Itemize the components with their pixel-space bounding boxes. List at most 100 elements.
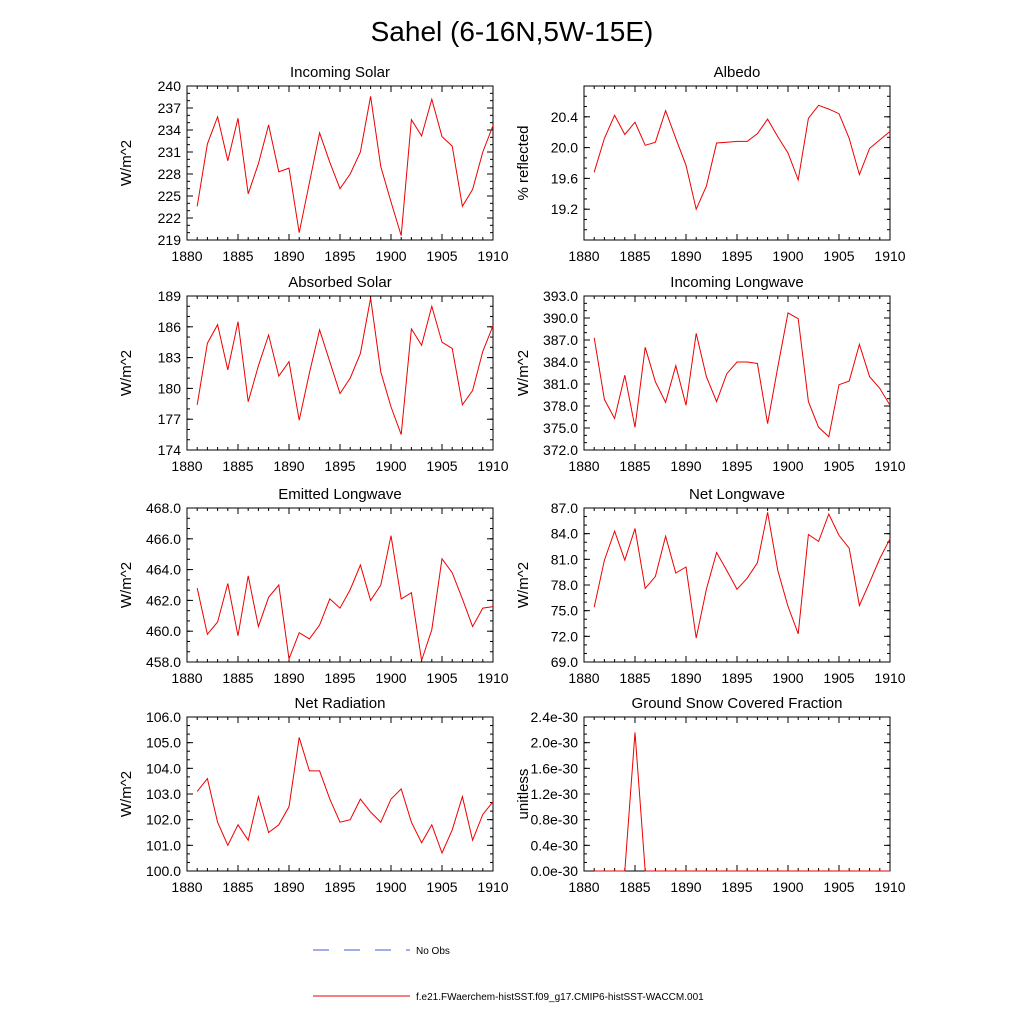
y-tick-label: 387.0	[543, 332, 578, 348]
x-tick-label: 1905	[823, 879, 854, 895]
y-tick-label: 2.0e-30	[531, 735, 579, 751]
y-tick-label: 101.0	[146, 837, 181, 853]
y-tick-label: 20.0	[551, 140, 578, 156]
legend-label-no-obs: No Obs	[416, 946, 450, 957]
x-tick-label: 1880	[568, 879, 599, 895]
x-tick-label: 1880	[171, 248, 202, 264]
y-tick-label: 183	[158, 350, 182, 366]
y-axis-label: unitless	[515, 769, 532, 820]
y-tick-label: 20.4	[551, 109, 578, 125]
y-tick-label: 19.6	[551, 170, 578, 186]
x-tick-label: 1890	[273, 879, 304, 895]
x-tick-label: 1900	[375, 248, 406, 264]
plot-frame	[186, 507, 494, 663]
x-tick-label: 1885	[222, 670, 253, 686]
x-tick-label: 1895	[324, 458, 355, 474]
x-tick-label: 1910	[477, 879, 508, 895]
x-tick-label: 1895	[324, 248, 355, 264]
y-tick-label: 458.0	[146, 654, 181, 670]
panel-title-albedo: Albedo	[714, 64, 761, 81]
y-tick-label: 0.4e-30	[531, 837, 579, 853]
y-tick-label: 237	[158, 100, 182, 116]
panel-ground-snow-covered-fraction: 1880 1885 1890 1895 1900 1905 1910 2.4e-30 2.0e-…	[515, 695, 906, 895]
x-tick-label: 1900	[772, 248, 803, 264]
x-tick-label: 1890	[273, 670, 304, 686]
x-tick-label: 1885	[619, 248, 650, 264]
series-line-absorbed-solar	[196, 298, 494, 435]
x-tick-label: 1905	[426, 458, 457, 474]
x-tick-label: 1880	[568, 458, 599, 474]
y-tick-label: 464.0	[146, 562, 181, 578]
y-tick-label: 2.4e-30	[531, 709, 579, 725]
x-tick-label: 1900	[772, 670, 803, 686]
figure-title: Sahel (6-16N,5W-15E)	[371, 16, 654, 47]
y-tick-label: 460.0	[146, 623, 181, 639]
x-tick-label: 1910	[477, 670, 508, 686]
x-tick-label: 1910	[874, 670, 905, 686]
x-tick-label: 1880	[568, 248, 599, 264]
x-tick-label: 1885	[619, 670, 650, 686]
x-tick-label: 1900	[375, 879, 406, 895]
x-tick-label: 1885	[222, 458, 253, 474]
y-tick-label: 240	[158, 78, 182, 94]
x-tick-label: 1890	[670, 248, 701, 264]
panel-absorbed-solar: 1880 1885 1890 1895 1900 1905 1910 189 186 183 180…	[118, 274, 509, 474]
plot-frame	[583, 295, 891, 451]
x-tick-label: 1900	[375, 670, 406, 686]
y-tick-label: 372.0	[543, 442, 578, 458]
x-tick-label: 1910	[874, 458, 905, 474]
y-tick-label: 1.6e-30	[531, 760, 579, 776]
x-tick-label: 1905	[426, 248, 457, 264]
y-axis-label: % reflected	[515, 125, 532, 200]
x-tick-label: 1900	[375, 458, 406, 474]
plot-frame	[186, 295, 494, 451]
y-tick-label: 186	[158, 319, 182, 335]
x-tick-label: 1880	[171, 879, 202, 895]
panel-net-longwave: 1880 1885 1890 1895 1900 1905 1910 87.0 84.0 81.0…	[515, 486, 906, 686]
panel-title-emitted-longwave: Emitted Longwave	[278, 486, 401, 503]
y-axis-label: W/m^2	[118, 140, 135, 186]
series-line-net-longwave	[593, 512, 891, 639]
y-tick-label: 231	[158, 144, 182, 160]
x-tick-label: 1905	[426, 670, 457, 686]
x-tick-label: 1905	[426, 879, 457, 895]
series-line-incoming-solar	[196, 96, 494, 236]
panel-title-net-radiation: Net Radiation	[295, 695, 386, 712]
panel-albedo: 1880 1885 1890 1895 1900 1905 1910 20.4 20.0 19.6…	[515, 64, 906, 264]
panel-title-incoming-longwave: Incoming Longwave	[670, 274, 803, 291]
panel-title-absorbed-solar: Absorbed Solar	[288, 274, 391, 291]
y-tick-label: 81.0	[551, 551, 578, 567]
y-tick-label: 381.0	[543, 376, 578, 392]
series-line-albedo	[593, 104, 891, 211]
x-tick-label: 1910	[477, 248, 508, 264]
panel-title-ground-snow-covered-fraction: Ground Snow Covered Fraction	[632, 695, 843, 712]
x-tick-label: 1905	[823, 248, 854, 264]
y-tick-label: 228	[158, 166, 182, 182]
x-tick-label: 1905	[823, 670, 854, 686]
y-tick-label: 69.0	[551, 654, 578, 670]
x-tick-label: 1910	[874, 879, 905, 895]
plot-frame	[583, 85, 891, 241]
x-tick-label: 1880	[171, 458, 202, 474]
x-tick-label: 1880	[568, 670, 599, 686]
series-line-emitted-longwave	[196, 535, 494, 661]
y-tick-label: 106.0	[146, 709, 181, 725]
x-tick-label: 1885	[619, 879, 650, 895]
x-tick-label: 1895	[721, 670, 752, 686]
y-tick-label: 0.0e-30	[531, 863, 579, 879]
y-tick-label: 177	[158, 411, 182, 427]
y-tick-label: 384.0	[543, 354, 578, 370]
y-tick-label: 84.0	[551, 526, 578, 542]
plot-frame	[583, 507, 891, 663]
y-tick-label: 393.0	[543, 288, 578, 304]
y-tick-label: 219	[158, 232, 182, 248]
legend: No Obs f.e21.FWaerchem-histSST.f09_g17.C…	[313, 946, 704, 1003]
x-tick-label: 1890	[273, 458, 304, 474]
x-tick-label: 1900	[772, 458, 803, 474]
y-tick-label: 174	[158, 442, 182, 458]
panel-title-incoming-solar: Incoming Solar	[290, 64, 390, 81]
y-tick-label: 102.0	[146, 812, 181, 828]
x-tick-label: 1895	[721, 879, 752, 895]
y-tick-label: 100.0	[146, 863, 181, 879]
